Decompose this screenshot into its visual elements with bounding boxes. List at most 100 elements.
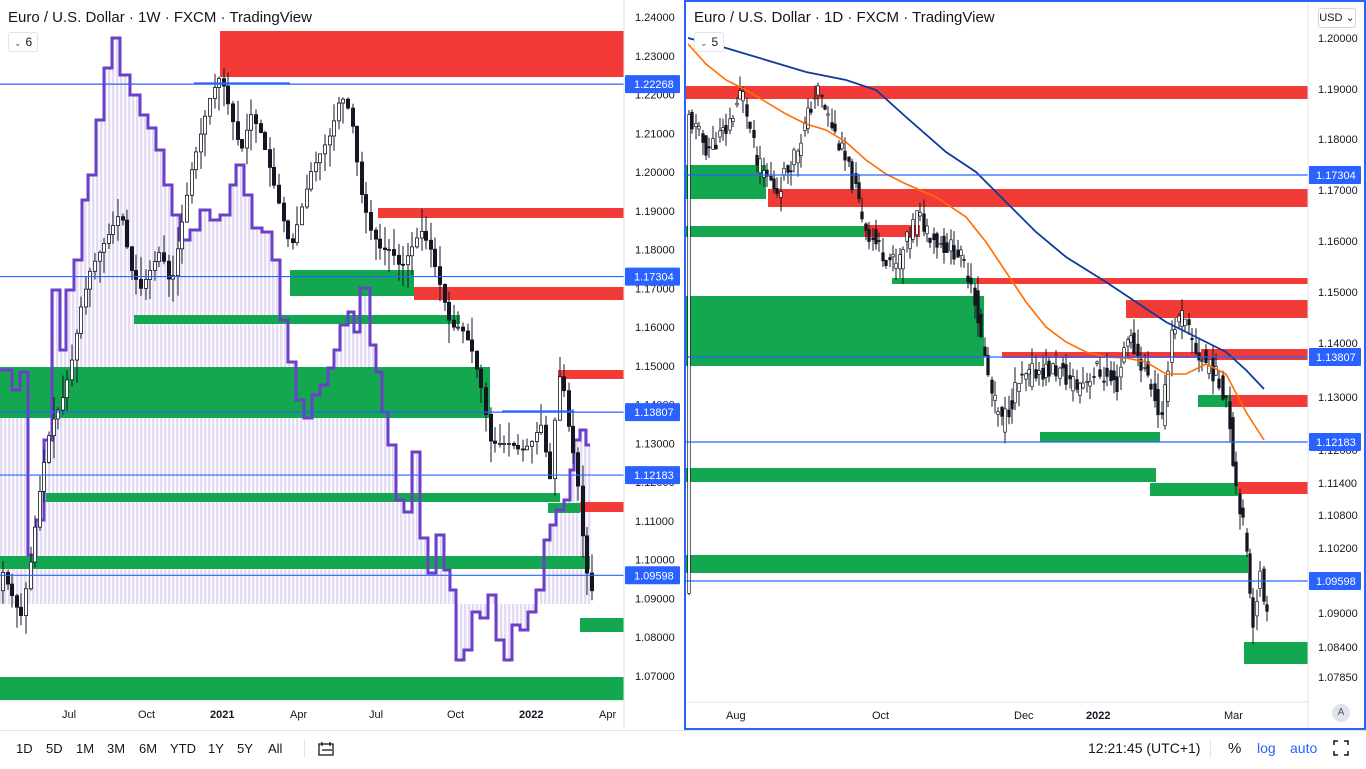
log-scale-button[interactable]: log [1257, 740, 1276, 756]
bearish-candle [854, 173, 858, 184]
supply-zone [976, 278, 1308, 284]
price-tick-label: 1.19000 [1318, 84, 1358, 96]
range-5d-button[interactable]: 5D [46, 741, 63, 756]
bullish-candle [156, 252, 161, 263]
bullish-candle [762, 170, 766, 178]
weekly-chart-canvas[interactable]: 1.240001.230001.220001.210001.200001.190… [0, 0, 682, 730]
bearish-candle [969, 277, 973, 285]
bullish-candle [721, 127, 725, 131]
bearish-candle [1221, 375, 1225, 400]
range-6m-button[interactable]: 6M [139, 741, 158, 756]
bearish-candle [823, 105, 827, 110]
percent-scale-button[interactable]: % [1228, 740, 1242, 757]
bearish-candle [1234, 461, 1238, 487]
bearish-candle [833, 123, 837, 132]
bearish-candle [1010, 400, 1014, 410]
bearish-candle [350, 107, 355, 127]
bullish-candle [799, 142, 803, 156]
level-price-label: 1.17304 [1316, 170, 1356, 182]
range-3m-button[interactable]: 3M [107, 741, 126, 756]
bearish-candle [1248, 553, 1252, 594]
bullish-candle [327, 135, 332, 146]
daily-indicator-toggle[interactable]: ⌄ 5 [694, 32, 725, 52]
demand-zone [0, 367, 490, 418]
range-1d-button[interactable]: 1D [16, 741, 33, 756]
time-tick-label: Apr [290, 709, 307, 721]
range-5y-button[interactable]: 5Y [237, 741, 253, 756]
oscillator-histogram-bar [588, 445, 591, 604]
supply-zone [1201, 349, 1308, 360]
bearish-candle [775, 188, 779, 194]
level-price-tag [625, 566, 680, 585]
level-price-tag [1309, 166, 1361, 184]
bullish-candle [386, 249, 391, 251]
supply-zone [1002, 352, 1308, 358]
bearish-candle [1061, 362, 1065, 369]
currency-selector[interactable]: USD ⌄ [1318, 8, 1356, 28]
bullish-candle [202, 115, 207, 135]
bullish-candle [70, 359, 75, 381]
auto-scale-toggle[interactable]: auto [1290, 740, 1318, 756]
bearish-candle [281, 202, 286, 222]
bullish-candle [826, 113, 830, 116]
bearish-candle [1156, 389, 1160, 416]
supply-zone [378, 208, 624, 218]
bearish-candle [850, 161, 854, 190]
auto-scale-button[interactable]: A [1332, 704, 1350, 722]
oscillator-histogram-bar [120, 75, 123, 604]
time-tick-label: Dec [1014, 710, 1034, 722]
fullscreen-icon[interactable] [1333, 740, 1349, 759]
range-all-button[interactable]: All [268, 741, 283, 756]
bullish-candle [525, 445, 530, 451]
bullish-candle [898, 254, 902, 270]
oscillator-histogram-bar [368, 288, 371, 604]
price-tick-label: 1.20000 [635, 167, 675, 179]
bullish-candle [735, 102, 739, 106]
bullish-candle [93, 260, 98, 272]
oscillator-histogram-bar [340, 325, 343, 604]
bearish-candle [765, 169, 769, 177]
range-ytd-button[interactable]: YTD [170, 741, 196, 756]
bearish-candle [1228, 401, 1232, 430]
demand-zone [1150, 483, 1238, 496]
range-1m-button[interactable]: 1M [76, 741, 95, 756]
demand-zone [580, 618, 624, 632]
demand-zone [686, 468, 1156, 482]
oscillator-histogram-bar [8, 370, 11, 604]
bullish-candle [1044, 363, 1048, 378]
bullish-candle [697, 125, 701, 130]
bearish-candle [990, 379, 994, 394]
bearish-candle [864, 223, 868, 231]
bullish-candle [558, 376, 563, 421]
bearish-candle [271, 167, 276, 186]
bullish-candle [23, 588, 28, 616]
bearish-candle [1064, 364, 1068, 385]
time-tick-label: Apr [599, 709, 616, 721]
bullish-candle [47, 435, 52, 463]
bullish-candle [1081, 382, 1085, 389]
bullish-candle [741, 91, 745, 102]
bearish-candle [166, 260, 171, 280]
clock-timezone[interactable]: 12:21:45 (UTC+1) [1088, 740, 1201, 756]
bearish-candle [446, 301, 451, 321]
range-1y-button[interactable]: 1Y [208, 741, 224, 756]
price-tick-label: 1.16000 [1318, 236, 1358, 248]
daily-chart-pane[interactable]: 1.20000 1.19000 1.18000 1.17000 1.16000 1.150… [684, 0, 1366, 730]
weekly-chart-pane[interactable]: 1.24000 1.23000 1.22000 1.21000 1.20000 1.190… [0, 0, 682, 730]
daily-chart-canvas[interactable]: 1.20000 1.19000 1.18000 1.17000 1.16000 1.150… [686, 2, 1364, 728]
bearish-candle [877, 240, 881, 242]
bullish-candle [535, 432, 540, 442]
demand-zone [686, 296, 984, 366]
bullish-candle [65, 379, 70, 399]
bearish-candle [986, 354, 990, 376]
toolbar-divider [1210, 740, 1211, 758]
date-range-icon[interactable] [318, 741, 336, 760]
bearish-candle [769, 175, 773, 181]
bullish-candle [1143, 366, 1147, 369]
bullish-candle [455, 326, 460, 329]
bearish-candle [1109, 370, 1113, 382]
supply-zone [1238, 482, 1308, 494]
bullish-candle [331, 120, 336, 137]
weekly-indicator-toggle[interactable]: ⌄ 6 [8, 32, 39, 52]
bearish-candle [290, 238, 295, 244]
